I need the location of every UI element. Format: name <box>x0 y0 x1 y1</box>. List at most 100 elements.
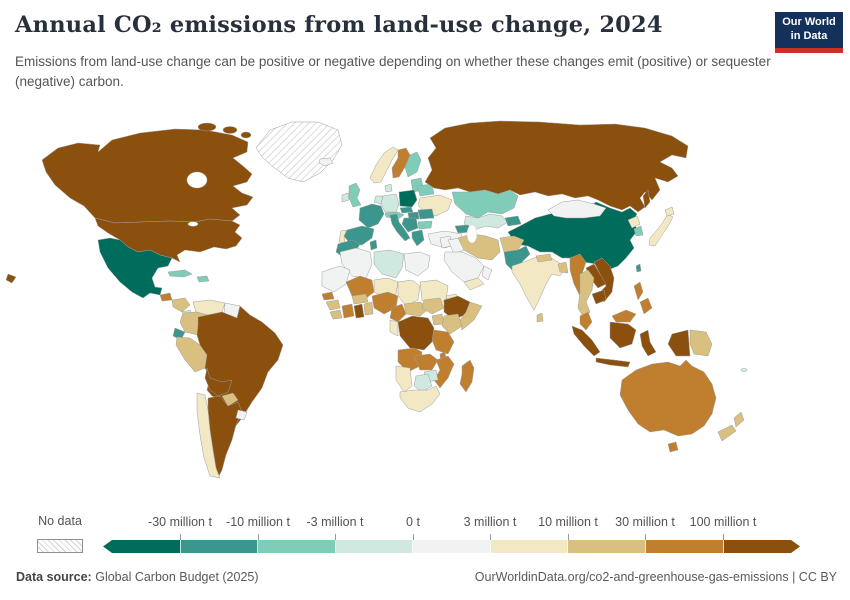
country-oman[interactable] <box>481 265 493 281</box>
country-philippines-mindanao[interactable] <box>639 297 653 315</box>
country-ghana[interactable] <box>353 303 365 319</box>
credit-link[interactable]: OurWorldinData.org/co2-and-greenhouse-ga… <box>474 570 837 584</box>
country-yemen[interactable] <box>463 277 485 291</box>
country-balkans[interactable] <box>401 217 419 233</box>
country-bangladesh[interactable] <box>557 261 569 274</box>
country-philippines-luzon[interactable] <box>633 281 644 301</box>
country-indonesia-sulawesi[interactable] <box>639 329 657 357</box>
country-honduras-nicaragua[interactable] <box>171 297 191 313</box>
country-italy[interactable] <box>389 213 411 242</box>
country-uganda[interactable] <box>431 313 445 326</box>
country-fiji[interactable] <box>740 368 748 372</box>
country-guatemala[interactable] <box>159 292 173 302</box>
country-niger[interactable] <box>373 277 399 297</box>
country-cambodia[interactable] <box>591 289 607 305</box>
country-tunisia[interactable] <box>369 239 378 251</box>
legend-bin-6[interactable] <box>490 540 569 553</box>
country-south-sudan[interactable] <box>421 297 445 315</box>
country-uruguay[interactable] <box>235 409 248 421</box>
country-canada-arctic-island[interactable] <box>240 131 252 139</box>
country-botswana[interactable] <box>413 373 433 393</box>
country-norway[interactable] <box>369 146 399 184</box>
country-pakistan[interactable] <box>503 245 531 273</box>
country-mongolia[interactable] <box>547 199 607 219</box>
country-thailand[interactable] <box>577 269 595 319</box>
country-papua-new-guinea[interactable] <box>689 329 713 357</box>
country-greenland[interactable] <box>255 121 343 183</box>
country-paraguay[interactable] <box>221 392 239 407</box>
country-north-korea[interactable] <box>627 215 641 229</box>
country-congo-gabon[interactable] <box>389 319 399 337</box>
country-tanzania[interactable] <box>431 329 455 355</box>
legend-bin-1[interactable] <box>103 540 181 553</box>
legend-bin-7[interactable] <box>568 540 646 553</box>
country-finland[interactable] <box>404 151 422 178</box>
no-data-swatch[interactable] <box>37 539 83 553</box>
country-canada-arctic-island[interactable] <box>197 122 217 132</box>
country-malaysia-peninsula[interactable] <box>579 311 593 331</box>
country-russia[interactable] <box>424 120 689 213</box>
country-somalia[interactable] <box>459 301 483 331</box>
country-indonesia-papua[interactable] <box>667 329 691 357</box>
country-denmark[interactable] <box>384 183 393 193</box>
country-iceland[interactable] <box>318 157 334 167</box>
country-hungary[interactable] <box>407 211 420 220</box>
country-new-zealand-north[interactable] <box>733 411 745 428</box>
country-sri-lanka[interactable] <box>536 312 544 323</box>
country-togo-benin[interactable] <box>363 301 374 316</box>
country-japan[interactable] <box>648 213 674 247</box>
country-western-sahara-mauritania[interactable] <box>321 265 351 293</box>
country-czechia[interactable] <box>399 206 414 214</box>
country-indonesia-java[interactable] <box>595 357 631 368</box>
legend-bin-2[interactable] <box>180 540 259 553</box>
country-guinea[interactable] <box>325 299 341 311</box>
country-chad[interactable] <box>397 279 421 307</box>
country-greece[interactable] <box>411 229 425 247</box>
country-new-zealand-south[interactable] <box>717 424 737 442</box>
country-indonesia-kalimantan[interactable] <box>609 321 637 349</box>
legend-bin-8[interactable] <box>645 540 724 553</box>
legend-bin-5[interactable] <box>413 540 491 553</box>
country-portugal[interactable] <box>338 229 348 244</box>
owid-logo[interactable]: Our World in Data <box>775 12 843 53</box>
country-hispaniola[interactable] <box>196 275 210 283</box>
country-afghanistan[interactable] <box>499 235 525 253</box>
country-australia-tasmania[interactable] <box>667 441 679 453</box>
legend-bin-3[interactable] <box>258 540 336 553</box>
country-poland[interactable] <box>398 189 418 208</box>
country-chile[interactable] <box>196 392 221 479</box>
country-bolivia[interactable] <box>204 367 233 397</box>
country-australia[interactable] <box>619 359 717 437</box>
country-burkina-faso[interactable] <box>351 293 369 305</box>
country-usa-hawaii[interactable] <box>5 273 17 284</box>
country-malaysia-borneo[interactable] <box>611 309 637 323</box>
country-taiwan[interactable] <box>635 263 642 273</box>
country-kenya[interactable] <box>441 313 463 335</box>
country-russia-sakhalin[interactable] <box>642 189 651 209</box>
country-belarus[interactable] <box>416 183 435 197</box>
country-mexico[interactable] <box>97 237 173 299</box>
country-uk[interactable] <box>348 182 362 208</box>
country-drc[interactable] <box>397 315 435 351</box>
country-mozambique[interactable] <box>433 355 455 389</box>
country-france[interactable] <box>358 203 385 229</box>
country-south-africa[interactable] <box>399 385 441 413</box>
country-senegal[interactable] <box>321 291 335 301</box>
country-canada-arctic-island[interactable] <box>222 126 238 134</box>
country-kazakhstan[interactable] <box>451 189 519 219</box>
country-south-korea[interactable] <box>633 225 644 237</box>
legend-bin-9[interactable] <box>724 540 801 553</box>
country-libya[interactable] <box>373 249 405 279</box>
country-egypt[interactable] <box>403 251 431 277</box>
legend-bin-4[interactable] <box>335 540 414 553</box>
country-germany[interactable] <box>380 193 400 213</box>
country-madagascar[interactable] <box>459 359 475 393</box>
country-romania[interactable] <box>417 208 435 220</box>
country-canada[interactable] <box>41 128 254 224</box>
country-sierra-leone-liberia[interactable] <box>329 309 343 320</box>
country-japan-hokkaido[interactable] <box>664 206 675 217</box>
country-indonesia-sumatra[interactable] <box>571 325 601 357</box>
country-bulgaria[interactable] <box>417 220 433 230</box>
country-ivory-coast[interactable] <box>341 303 355 319</box>
country-namibia[interactable] <box>395 365 413 393</box>
